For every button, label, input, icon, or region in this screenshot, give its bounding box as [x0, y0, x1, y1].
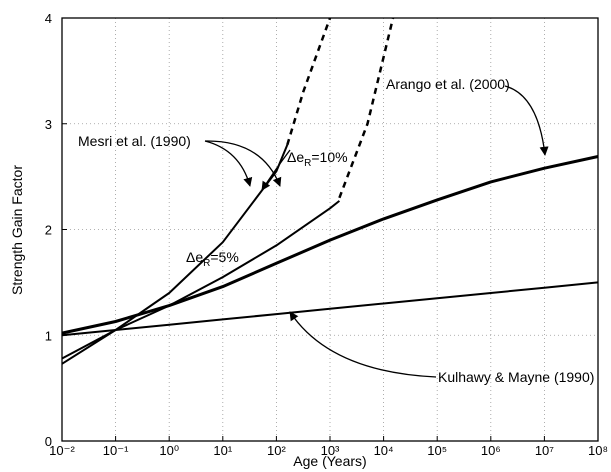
x-tick-label: 10²	[267, 443, 286, 458]
annotation: ΔeR=5%	[186, 249, 239, 269]
x-tick-label: 10³	[321, 443, 340, 458]
x-axis-label: Age (Years)	[293, 453, 366, 469]
y-axis-label: Strength Gain Factor	[9, 165, 25, 295]
annotation: ΔeR=10%	[287, 149, 348, 169]
annotation-part: Δe	[287, 149, 304, 165]
x-tick-label: 10¹	[213, 443, 232, 458]
lines	[61, 17, 599, 365]
arrow	[204, 140, 282, 187]
y-tick-label: 4	[45, 11, 52, 26]
x-tick-label: 10⁶	[481, 443, 501, 458]
y-tick-label: 2	[45, 223, 52, 238]
x-tick-label: 10⁷	[535, 443, 554, 458]
annotation: Kulhawy & Mayne (1990)	[438, 369, 594, 385]
arrow	[504, 85, 549, 156]
x-tick-label: 10⁵	[427, 443, 447, 458]
line-series	[61, 155, 599, 335]
x-tick-label: 10⁻²	[49, 443, 75, 458]
x-tick-label: 10⁻¹	[103, 443, 129, 458]
annotation-part: =5%	[210, 249, 238, 265]
line-series	[61, 200, 341, 360]
annotation-part: Δe	[186, 249, 203, 265]
x-tick-label: 10⁸	[588, 443, 608, 458]
x-tick-label: 10⁰	[159, 443, 179, 458]
arrow	[289, 311, 437, 378]
annotation-part: R	[304, 158, 311, 169]
annotation-part: =10%	[311, 149, 347, 165]
y-tick-label: 3	[45, 117, 52, 132]
y-tick-label: 1	[45, 328, 52, 343]
arrow	[261, 149, 291, 191]
arrow	[204, 140, 253, 187]
annotation: Mesri et al. (1990)	[78, 133, 191, 149]
x-tick-label: 10⁴	[374, 443, 394, 458]
annotation-part: R	[203, 258, 210, 269]
line-series	[61, 281, 599, 337]
y-tick-label: 0	[45, 434, 52, 449]
line-series	[286, 17, 332, 146]
annotation: Arango et al. (2000)	[386, 76, 510, 92]
line-series	[338, 17, 395, 199]
